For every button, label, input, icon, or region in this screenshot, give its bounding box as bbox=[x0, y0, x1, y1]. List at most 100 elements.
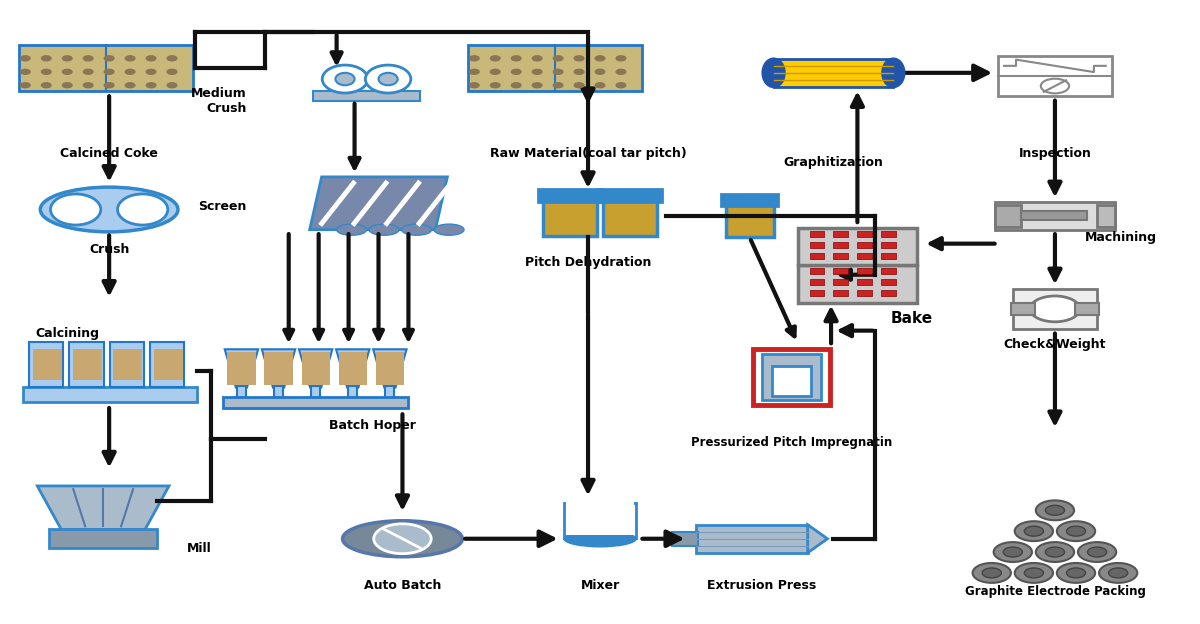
Text: Graphitization: Graphitization bbox=[784, 157, 883, 169]
Ellipse shape bbox=[434, 224, 464, 235]
Bar bbox=[227, 352, 256, 384]
Circle shape bbox=[575, 69, 584, 74]
Ellipse shape bbox=[41, 187, 178, 232]
Text: Batch Hoper: Batch Hoper bbox=[329, 419, 416, 432]
Text: Graphite Electrode Packing: Graphite Electrode Packing bbox=[965, 585, 1145, 598]
Bar bbox=[109, 342, 144, 386]
Circle shape bbox=[491, 56, 500, 61]
Circle shape bbox=[1099, 563, 1138, 583]
Circle shape bbox=[553, 69, 563, 74]
Bar bbox=[564, 503, 636, 538]
Bar bbox=[774, 59, 893, 87]
Polygon shape bbox=[262, 349, 295, 388]
Bar bbox=[566, 502, 634, 535]
Ellipse shape bbox=[323, 65, 367, 93]
Circle shape bbox=[994, 542, 1032, 562]
Bar bbox=[73, 349, 102, 381]
Bar bbox=[798, 265, 917, 303]
Bar bbox=[154, 349, 182, 381]
Polygon shape bbox=[336, 349, 370, 388]
Bar bbox=[721, 194, 779, 207]
Bar bbox=[858, 268, 871, 274]
Bar bbox=[995, 205, 1021, 227]
Circle shape bbox=[533, 83, 542, 88]
Text: Pressurized Pitch Impregnatin: Pressurized Pitch Impregnatin bbox=[691, 436, 892, 449]
Circle shape bbox=[1003, 547, 1022, 557]
Ellipse shape bbox=[882, 59, 904, 87]
Circle shape bbox=[83, 69, 92, 74]
Ellipse shape bbox=[402, 224, 432, 235]
Circle shape bbox=[616, 83, 625, 88]
Bar bbox=[858, 279, 871, 285]
Bar bbox=[998, 56, 1112, 96]
Bar bbox=[762, 354, 821, 400]
Circle shape bbox=[42, 56, 52, 61]
Circle shape bbox=[167, 69, 176, 74]
Circle shape bbox=[511, 69, 521, 74]
Bar bbox=[858, 242, 871, 248]
Circle shape bbox=[83, 56, 92, 61]
Circle shape bbox=[1109, 568, 1128, 578]
Bar bbox=[599, 189, 661, 202]
Circle shape bbox=[491, 83, 500, 88]
Polygon shape bbox=[808, 525, 828, 553]
Ellipse shape bbox=[342, 521, 462, 557]
Circle shape bbox=[125, 56, 134, 61]
Bar bbox=[858, 231, 871, 237]
Polygon shape bbox=[373, 349, 407, 388]
Circle shape bbox=[146, 56, 156, 61]
Circle shape bbox=[146, 83, 156, 88]
Bar bbox=[1097, 205, 1115, 227]
Circle shape bbox=[595, 83, 605, 88]
Circle shape bbox=[595, 69, 605, 74]
Bar bbox=[70, 342, 103, 386]
Bar bbox=[376, 352, 404, 384]
Bar bbox=[858, 253, 871, 259]
Circle shape bbox=[595, 56, 605, 61]
Circle shape bbox=[1067, 526, 1086, 536]
Ellipse shape bbox=[337, 224, 366, 235]
Bar bbox=[1012, 303, 1036, 315]
Bar bbox=[1013, 289, 1097, 329]
Bar bbox=[810, 279, 824, 285]
Circle shape bbox=[1025, 568, 1044, 578]
Bar bbox=[468, 45, 642, 92]
Circle shape bbox=[1036, 500, 1074, 520]
Circle shape bbox=[972, 563, 1010, 583]
Bar bbox=[338, 352, 367, 384]
Circle shape bbox=[20, 83, 30, 88]
Text: Pitch Dehydration: Pitch Dehydration bbox=[524, 256, 652, 269]
Bar bbox=[810, 290, 824, 296]
Bar bbox=[32, 349, 61, 381]
Ellipse shape bbox=[763, 59, 785, 87]
Text: Crush: Crush bbox=[89, 243, 130, 256]
Circle shape bbox=[1036, 542, 1074, 562]
Circle shape bbox=[83, 83, 92, 88]
Text: Calcining: Calcining bbox=[35, 327, 100, 340]
Polygon shape bbox=[299, 349, 332, 388]
Text: Extrusion Press: Extrusion Press bbox=[707, 579, 816, 592]
Circle shape bbox=[469, 83, 479, 88]
Bar bbox=[810, 231, 824, 237]
Bar bbox=[1075, 303, 1099, 315]
Text: Check&Weight: Check&Weight bbox=[1003, 338, 1106, 351]
Circle shape bbox=[62, 56, 72, 61]
Bar bbox=[858, 290, 871, 296]
Bar bbox=[311, 386, 320, 405]
Bar bbox=[834, 268, 848, 274]
Circle shape bbox=[1087, 547, 1106, 557]
Circle shape bbox=[533, 69, 542, 74]
Bar bbox=[223, 397, 408, 408]
Polygon shape bbox=[310, 177, 448, 230]
Text: Machining: Machining bbox=[1085, 231, 1157, 244]
Ellipse shape bbox=[365, 65, 410, 93]
Circle shape bbox=[553, 56, 563, 61]
Bar bbox=[602, 195, 656, 236]
Text: Medium
Crush: Medium Crush bbox=[191, 87, 247, 115]
Bar bbox=[348, 386, 358, 405]
Circle shape bbox=[42, 83, 52, 88]
Circle shape bbox=[167, 83, 176, 88]
Bar bbox=[313, 92, 420, 101]
Bar bbox=[274, 386, 283, 405]
Circle shape bbox=[1057, 563, 1096, 583]
